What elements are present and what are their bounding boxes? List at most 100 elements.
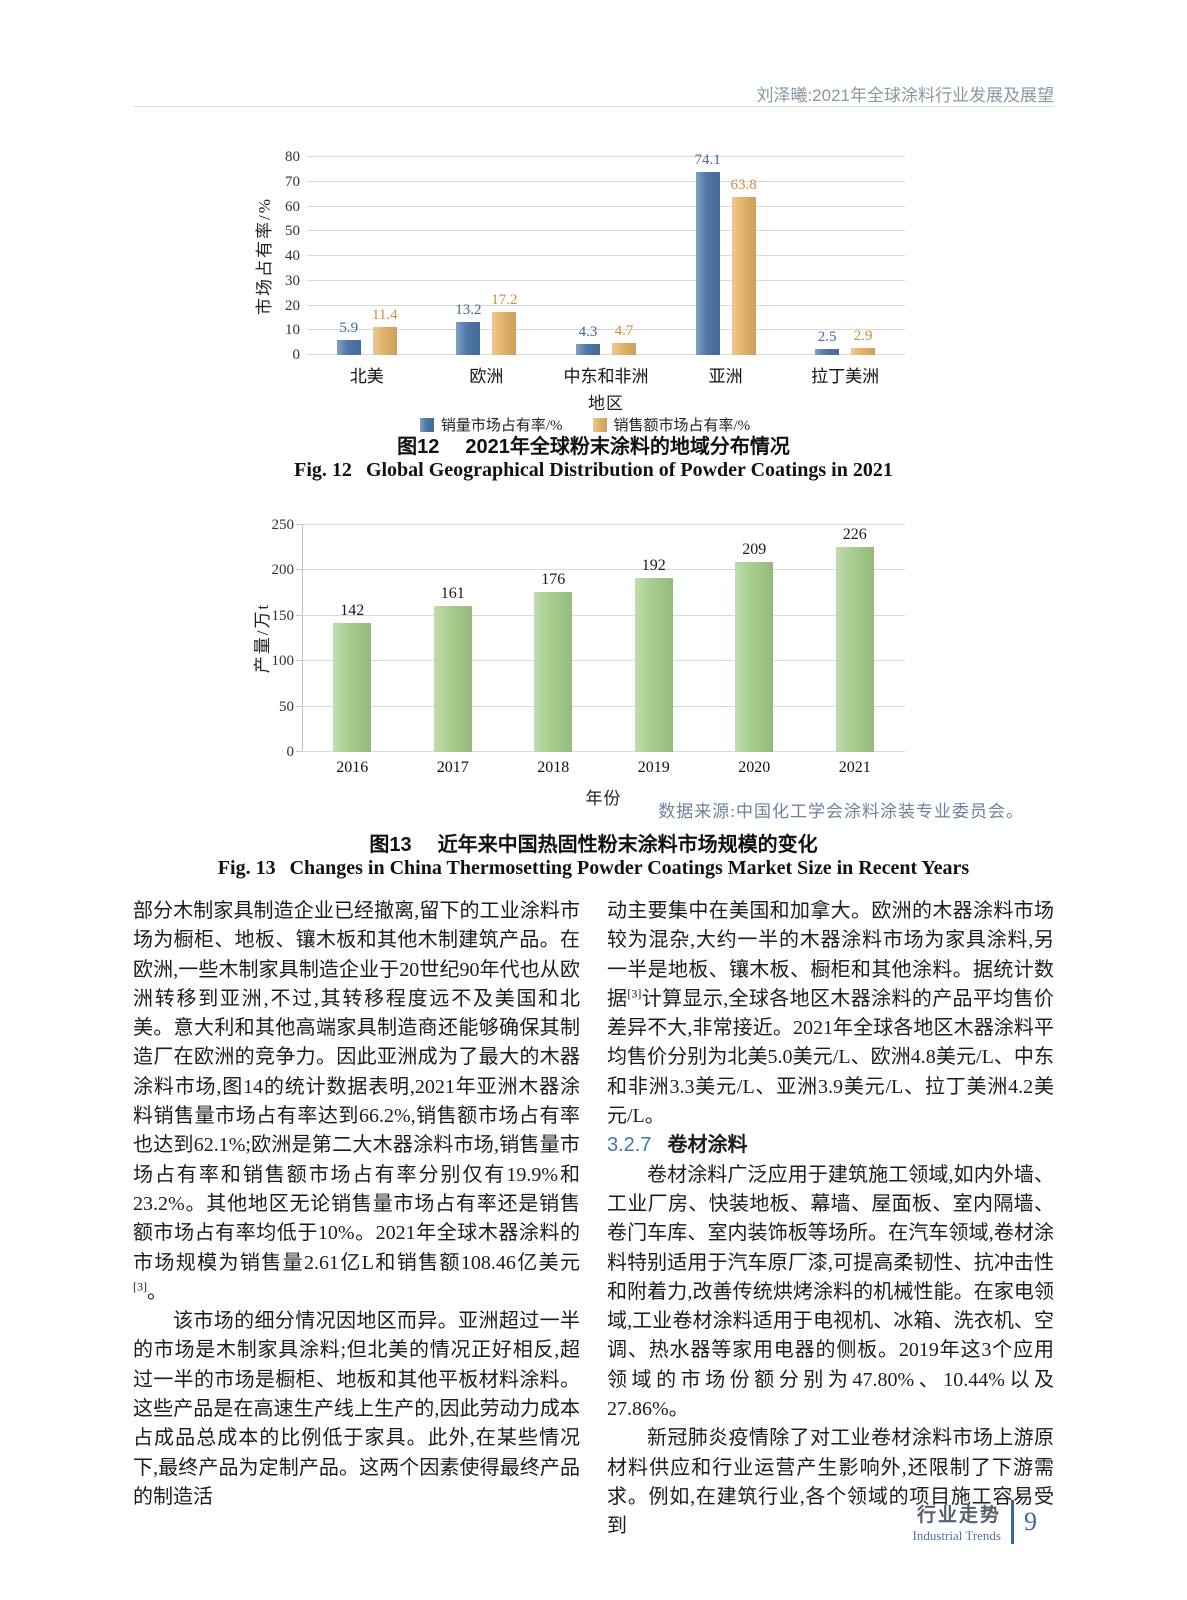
page-footer: 行业走势 Industrial Trends 9 (913, 1500, 1037, 1544)
fig13-y-tick-labels: 0 50 100 150 200 250 (262, 517, 295, 760)
bar-value-label: 4.3 (578, 324, 598, 341)
gridline (302, 705, 905, 707)
section-heading: 3.2.7 卷材涂料 (607, 1131, 1054, 1160)
paragraph: 新冠肺炎疫情除了对工业卷材涂料市场上游原材料供应和行业运营产生影响外,还限制了下… (607, 1424, 1054, 1541)
fig13-bar-groups: 142 161 176 192 209 226 (302, 525, 905, 752)
y-tick-label: 80 (285, 149, 300, 165)
section-number: 3.2.7 (607, 1134, 652, 1157)
y-tick-label: 150 (271, 607, 295, 624)
y-axis-tick (296, 614, 302, 616)
bar-group: 13.2 17.2 (427, 157, 547, 355)
paragraph-text: 该市场的细分情况因地区而异。亚洲超过一半的市场是木制家具涂料;但北美的情况正好相… (133, 1310, 580, 1508)
gridline (307, 304, 905, 306)
y-tick-label: 50 (285, 223, 300, 240)
y-tick-label: 250 (271, 517, 295, 533)
x-category-label: 中东和非洲 (563, 367, 649, 386)
legend-swatch-blue (419, 417, 434, 432)
fig13-y-axis-line (302, 525, 303, 752)
paragraph-text: 部分木制家具制造企业已经撤离,留下的工业涂料市场为橱柜、地板、镶木板和其他木制建… (133, 900, 580, 1274)
fig12-y-axis-title: 市场占有率/% (250, 156, 274, 356)
citation-superscript: [3] (133, 1279, 147, 1294)
fig13-bar-chart: 产量/万t 0 50 100 150 200 250 142 161 176 192 209 226… (240, 512, 930, 808)
footer-divider (1011, 1500, 1014, 1544)
legend-swatch-orange (592, 417, 607, 432)
footer-label-zh: 行业走势 (916, 1505, 1001, 1526)
bar: 5.9 (336, 320, 361, 355)
running-title: 刘泽曦:2021年全球涂料行业发展及展望 (756, 86, 1054, 105)
x-category-label: 2019 (637, 759, 670, 776)
gridline (302, 569, 905, 571)
bar-group: 176 (503, 525, 604, 752)
bar-value-label: 176 (541, 571, 566, 589)
fig12-y-axis-title-text: 市场占有率/% (255, 197, 274, 315)
fig12-caption-en-text: Global Geographical Distribution of Powd… (365, 459, 893, 481)
footer-section-label: 行业走势 Industrial Trends (913, 1500, 1001, 1544)
footer-label-en: Industrial Trends (912, 1528, 1001, 1543)
bar: 142 (333, 602, 372, 752)
bar: 63.8 (730, 177, 757, 355)
paragraph-text: 新冠肺炎疫情除了对工业卷材涂料市场上游原材料供应和行业运营产生影响外,还限制了下… (607, 1427, 1054, 1538)
fig13-plot-area: 142 161 176 192 209 226 (296, 524, 905, 752)
bar-value-label: 209 (742, 541, 767, 559)
fig12-bar-groups: 5.9 11.4 13.2 17.2 4.3 4.7 74.1 63.8 2.5 2.9 (307, 152, 905, 355)
bar-value-label: 11.4 (371, 306, 398, 323)
fig13-x-labels: 2016 2017 2018 2019 2020 2021 (302, 759, 905, 777)
bar-value-label: 226 (842, 525, 867, 543)
bar-group: 2.5 2.9 (785, 157, 905, 355)
bar-value-label: 13.2 (455, 302, 482, 319)
fig13-caption-zh-text: 近年来中国热固性粉末涂料市场规模的变化 (437, 834, 818, 856)
fig12-bar-chart: 市场占有率/% 0 10 20 30 40 50 60 70 80 5.9 11.4 13.2 17.… (240, 146, 930, 434)
legend-label-sales-volume: 销量市场占有率/% (440, 418, 563, 434)
paragraph: 该市场的细分情况因地区而异。亚洲超过一半的市场是木制家具涂料;但北美的情况正好相… (133, 1307, 580, 1512)
y-tick-label: 30 (285, 272, 300, 289)
y-tick-label: 100 (271, 653, 295, 670)
y-tick-label: 200 (271, 562, 295, 579)
y-axis-tick (296, 524, 302, 525)
y-tick-label: 60 (285, 198, 300, 215)
y-tick-label: 10 (285, 322, 300, 339)
gridline (307, 156, 905, 157)
bar-group: 161 (403, 525, 504, 752)
gridline (302, 660, 905, 662)
bar-group: 192 (604, 525, 705, 752)
fig13-x-axis-title: 年份 (585, 789, 622, 808)
gridline (307, 205, 905, 207)
bar-value-label: 192 (641, 556, 666, 574)
gridline (307, 230, 905, 232)
y-tick-label: 70 (285, 173, 300, 190)
bar-value-label: 161 (440, 584, 465, 602)
bar-group: 5.9 11.4 (307, 157, 427, 355)
bar: 2.9 (851, 328, 876, 355)
paragraph: 部分木制家具制造企业已经撤离,留下的工业涂料市场为橱柜、地板、镶木板和其他木制建… (133, 897, 580, 1307)
x-category-label: 2020 (738, 759, 771, 776)
data-source-note: 数据来源:中国化工学会涂料涂装专业委员会。 (658, 802, 1024, 821)
fig12-legend: 销量市场占有率/% 销售额市场占有率/% (240, 414, 930, 435)
x-category-label: 亚洲 (708, 367, 743, 386)
bar: 176 (534, 571, 573, 752)
y-tick-label: 0 (286, 744, 295, 760)
gridline (307, 180, 905, 182)
body-column-left: 部分木制家具制造企业已经撤离,留下的工业涂料市场为橱柜、地板、镶木板和其他木制建… (133, 897, 580, 1512)
bar: 192 (634, 557, 673, 752)
x-category-label: 2018 (537, 759, 570, 776)
paragraph-text: 计算显示,全球各地区木器涂料的产品平均售价差异不大,非常接近。2021年全球各地… (607, 987, 1055, 1128)
fig12-caption-zh-text: 2021年全球粉末涂料的地域分布情况 (465, 436, 790, 458)
y-tick-label: 20 (285, 297, 300, 314)
bar: 209 (735, 541, 774, 752)
fig13-caption-en-label: Fig. 13 (217, 857, 276, 879)
gridline (302, 524, 905, 525)
bar: 2.5 (815, 329, 840, 355)
x-category-label: 2021 (838, 759, 871, 776)
y-tick-label: 0 (292, 347, 301, 363)
fig13-caption-zh-label: 图13 (369, 834, 412, 856)
bar: 11.4 (372, 307, 398, 355)
bar-group: 142 (302, 525, 403, 752)
legend-item-sales-value: 销售额市场占有率/% (592, 414, 750, 435)
bar-value-label: 2.9 (853, 327, 873, 344)
fig13-caption-en-text: Changes in China Thermosetting Powder Co… (289, 857, 970, 879)
paragraph-text: 卷材涂料广泛应用于建筑施工领域,如内外墙、工业厂房、快装地板、幕墙、屋面板、室内… (607, 1163, 1054, 1421)
fig13-caption-en: Fig. 13 Changes in China Thermosetting Po… (133, 857, 1054, 880)
bar: 226 (835, 526, 874, 752)
section-title: 卷材涂料 (667, 1134, 748, 1157)
citation-superscript: [3] (627, 986, 642, 1001)
